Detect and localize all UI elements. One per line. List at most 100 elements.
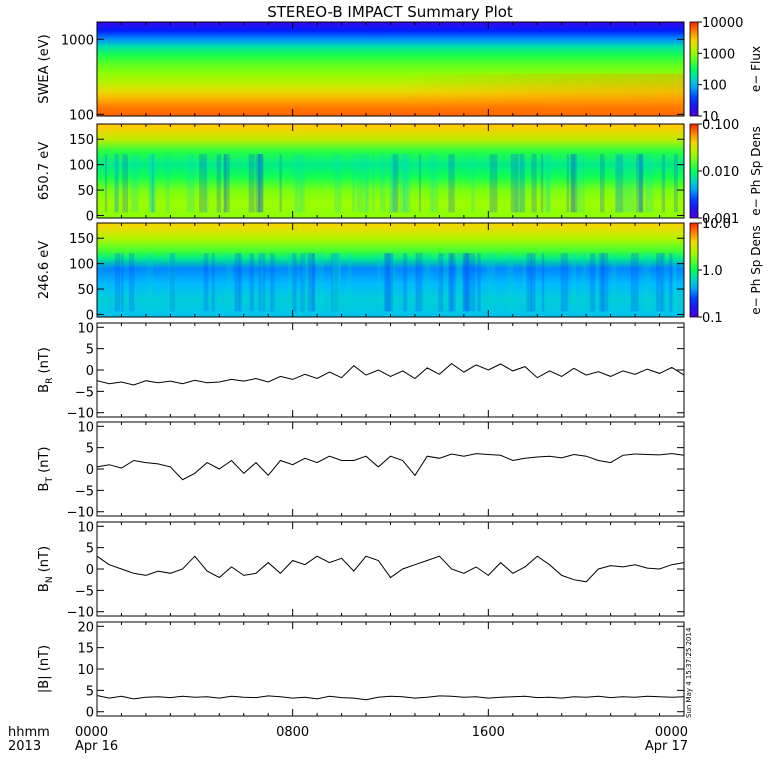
- heatmap-pad_246: [97, 223, 684, 317]
- time-tick-label: 0000: [655, 725, 688, 740]
- heatmap-striation: [636, 154, 643, 213]
- heatmap-striation: [199, 154, 207, 213]
- y-tick-label: 5: [86, 542, 94, 557]
- y-tick-label: 150: [69, 133, 94, 148]
- y-tick-label: −10: [67, 407, 94, 422]
- timestamp-label: Sun May 4 15:37:25 2014: [685, 627, 693, 718]
- heatmap-striation: [270, 253, 275, 312]
- heatmap-striation: [624, 154, 630, 213]
- heatmap-striation: [530, 253, 536, 312]
- heatmap-striation: [470, 253, 476, 312]
- heatmap-striation: [507, 253, 514, 312]
- heatmap-striation: [211, 253, 215, 312]
- heatmap-striation: [383, 253, 391, 312]
- heatmap-striation: [390, 154, 394, 213]
- heatmap-striation: [206, 154, 209, 213]
- heatmap-striation: [639, 154, 644, 213]
- heatmap-striation: [146, 253, 153, 312]
- heatmap-striation: [389, 253, 393, 312]
- colorbar-tick-label: 0.100: [702, 118, 739, 133]
- heatmap-striation: [165, 154, 170, 213]
- panel-bn: −10 −5 0 5 10 BN (nT): [37, 520, 685, 621]
- heatmap-striation: [148, 154, 155, 213]
- heatmap-striation: [399, 154, 406, 213]
- heatmap-striation: [259, 253, 264, 312]
- heatmap-striation: [223, 154, 230, 213]
- heatmap-striation: [203, 253, 209, 312]
- heatmap-striation: [151, 154, 157, 213]
- time-tick-label: 0800: [276, 725, 309, 740]
- heatmap-striation: [522, 154, 526, 213]
- heatmap-striation: [581, 253, 587, 312]
- heatmap-striation: [517, 154, 521, 213]
- heatmap-striation: [234, 253, 240, 312]
- heatmap-striation: [363, 154, 368, 213]
- colorbar-tick-label: 10.0: [702, 217, 731, 232]
- heatmap-striation: [660, 253, 666, 312]
- heatmap-striation: [392, 154, 399, 213]
- heatmap-striation: [287, 253, 296, 312]
- panel-frame: [96, 421, 685, 517]
- y-tick-label: 0: [86, 463, 94, 478]
- y-tick-label: 20: [77, 620, 94, 635]
- heatmap-striation: [418, 154, 421, 213]
- heatmap-striation: [590, 253, 596, 312]
- heatmap-pad_650: [97, 124, 684, 218]
- y-axis-label: 650.7 eV: [37, 142, 52, 200]
- heatmap-striation: [347, 253, 352, 312]
- heatmap-striation: [379, 154, 386, 213]
- series-line-br: [96, 362, 685, 386]
- heatmap-striation: [448, 253, 454, 312]
- heatmap-striation: [570, 154, 578, 213]
- heatmap-striation: [547, 154, 550, 213]
- heatmap-striation: [356, 154, 364, 213]
- heatmap-striation: [294, 154, 302, 213]
- heatmap-striation: [311, 253, 315, 312]
- heatmap-striation: [383, 253, 387, 312]
- heatmap-striation: [526, 253, 532, 312]
- heatmap-striation: [365, 154, 370, 213]
- heatmap-striation: [149, 154, 153, 213]
- heatmap-striation: [442, 253, 449, 312]
- heatmap-striation: [129, 253, 135, 312]
- heatmap-striation: [449, 253, 456, 312]
- heatmap-striation: [330, 253, 339, 312]
- panel-br: −10 −5 0 5 10 BR (nT): [37, 321, 685, 422]
- heatmap-striation: [661, 253, 665, 312]
- y-tick-label: −10: [67, 606, 94, 621]
- heatmap-striation: [403, 253, 408, 312]
- heatmap-striation: [292, 253, 297, 312]
- heatmap-striation: [601, 253, 609, 312]
- y-axis-label: BT (nT): [37, 447, 55, 492]
- panel-pad_650: 0.001 0.010 0.100 e− Ph Sp Dens 0 50 100 150 650…: [37, 118, 763, 227]
- heatmap-striation: [544, 154, 548, 213]
- heatmap-striation: [622, 154, 625, 213]
- heatmap-striation: [415, 253, 423, 312]
- heatmap-striation: [576, 154, 582, 213]
- y-axis-label: |B| (nT): [37, 645, 52, 693]
- heatmap-striation: [645, 154, 649, 213]
- y-axis-label: BN (nT): [37, 546, 55, 592]
- y-tick-label: 0: [86, 308, 94, 323]
- heatmap-striation: [540, 154, 544, 213]
- heatmap-striation: [403, 154, 411, 213]
- heatmap-striation: [301, 154, 305, 213]
- y-tick-label: 10: [77, 520, 94, 535]
- panel-bmag: 0 5 10 15 20 |B| (nT): [37, 620, 685, 721]
- y-axis-label: SWEA (eV): [37, 34, 52, 103]
- colorbar-pad_246: [689, 222, 699, 318]
- colorbar-tick-label: 1.0: [702, 264, 723, 279]
- heatmap-striation: [122, 154, 128, 213]
- colorbar-pad_650: [689, 123, 699, 219]
- heatmap-striation: [599, 253, 604, 312]
- heatmap-striation: [403, 154, 409, 213]
- colorbar-tick-label: 100: [702, 79, 727, 94]
- heatmap-time-variation: [97, 73, 684, 116]
- heatmap-striation: [114, 253, 121, 312]
- heatmap-striation: [248, 154, 255, 213]
- y-tick-label: 15: [77, 642, 94, 657]
- colorbar-label: e− Ph Sp Dens: [749, 126, 763, 215]
- heatmap-striation: [581, 154, 585, 213]
